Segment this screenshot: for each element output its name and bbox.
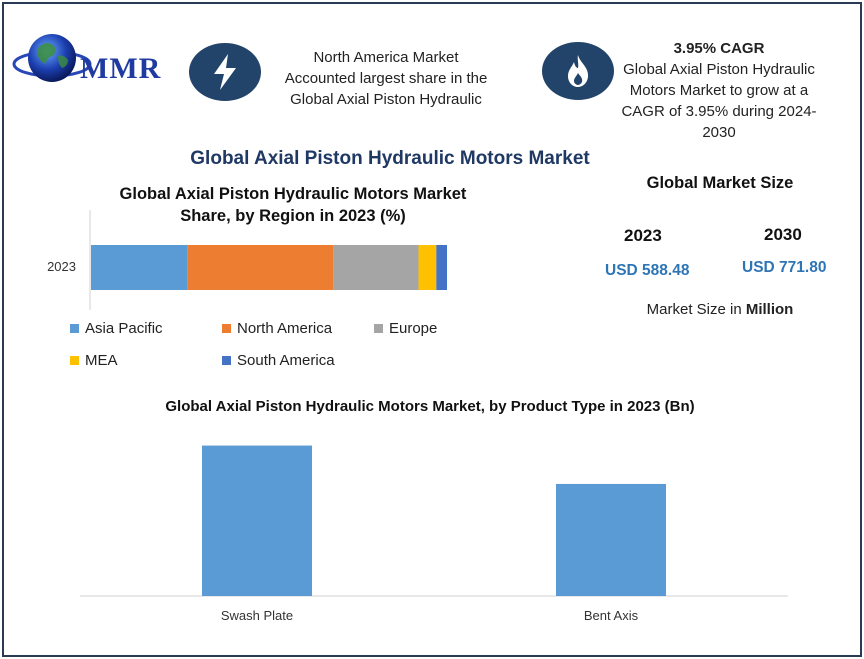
share-note: North America Market Accounted largest s… — [262, 47, 510, 110]
market-size-note-prefix: Market Size in — [646, 301, 746, 318]
region-chart-title-line-1: Global Axial Piston Hydraulic Motors Mar… — [119, 185, 467, 203]
main-title: Global Axial Piston Hydraulic Motors Mar… — [190, 148, 590, 169]
globe-icon — [12, 34, 92, 82]
legend-label: South America — [237, 352, 335, 369]
share-note-line-3: Global Axial Piston Hydraulic — [290, 91, 482, 108]
market-size-note: Market Size in Million — [600, 301, 840, 318]
cagr-title: 3.95% CAGR — [673, 40, 765, 57]
cagr-line-4: 2030 — [702, 124, 736, 141]
region-chart-title-line-2: Share, by Region in 2023 (%) — [180, 207, 406, 225]
product-type-chart: Swash Plate Bent Axis — [80, 445, 788, 623]
region-chart-title: Global Axial Piston Hydraulic Motors Mar… — [88, 183, 498, 227]
legend-swatch — [70, 324, 79, 333]
market-value-2023: USD 588.48 — [605, 262, 690, 279]
product-category-label: Swash Plate — [221, 608, 293, 623]
flame-badge — [542, 42, 614, 100]
cagr-line-3: CAGR of 3.95% during 2024- — [621, 103, 817, 120]
region-bar-segment-mea — [418, 245, 437, 290]
lightning-icon — [214, 54, 236, 90]
legend-item-north-america: North America — [222, 320, 332, 337]
market-year-2030: 2030 — [764, 225, 802, 244]
legend-item-south-america: South America — [222, 352, 335, 369]
legend-label: North America — [237, 320, 333, 337]
flame-icon — [568, 55, 589, 87]
market-size-title: Global Market Size — [646, 174, 794, 192]
cagr-note: 3.95% CAGR Global Axial Piston Hydraulic… — [612, 38, 826, 143]
product-category-label: Bent Axis — [584, 608, 639, 623]
mmr-logo: MMR — [12, 28, 172, 92]
product-chart-title: Global Axial Piston Hydraulic Motors Mar… — [165, 398, 695, 415]
legend-label: Europe — [389, 320, 438, 337]
region-chart-category-label: 2023 — [47, 259, 76, 274]
cagr-line-2: Motors Market to grow at a — [629, 82, 809, 99]
legend-item-europe: Europe — [374, 320, 437, 337]
market-year-2023: 2023 — [624, 226, 662, 245]
region-bar-segment-europe — [333, 245, 419, 290]
legend-label: Asia Pacific — [85, 320, 163, 337]
cagr-line-1: Global Axial Piston Hydraulic — [623, 61, 815, 78]
region-bar-segment-south-america — [436, 245, 447, 290]
logo-text: MMR — [80, 52, 162, 85]
product-bar-bent-axis — [556, 483, 666, 596]
market-value-2030: USD 771.80 — [742, 259, 827, 276]
legend-item-mea: MEA — [70, 352, 118, 369]
share-note-line-2: Accounted largest share in the — [284, 70, 488, 87]
share-note-line-1: North America Market — [313, 49, 459, 66]
region-share-chart: 2023 — [47, 210, 447, 310]
market-size-note-unit: Million — [745, 301, 794, 318]
region-bar-segment-north-america — [187, 245, 334, 290]
legend-label: MEA — [85, 352, 118, 369]
lightning-badge — [189, 43, 261, 101]
product-bar-swash-plate — [202, 445, 312, 596]
legend-swatch — [70, 356, 79, 365]
legend-swatch — [374, 324, 383, 333]
region-bar-segment-asia-pacific — [91, 245, 188, 290]
legend-swatch — [222, 356, 231, 365]
legend-swatch — [222, 324, 231, 333]
legend-item-asia-pacific: Asia Pacific — [70, 320, 163, 337]
